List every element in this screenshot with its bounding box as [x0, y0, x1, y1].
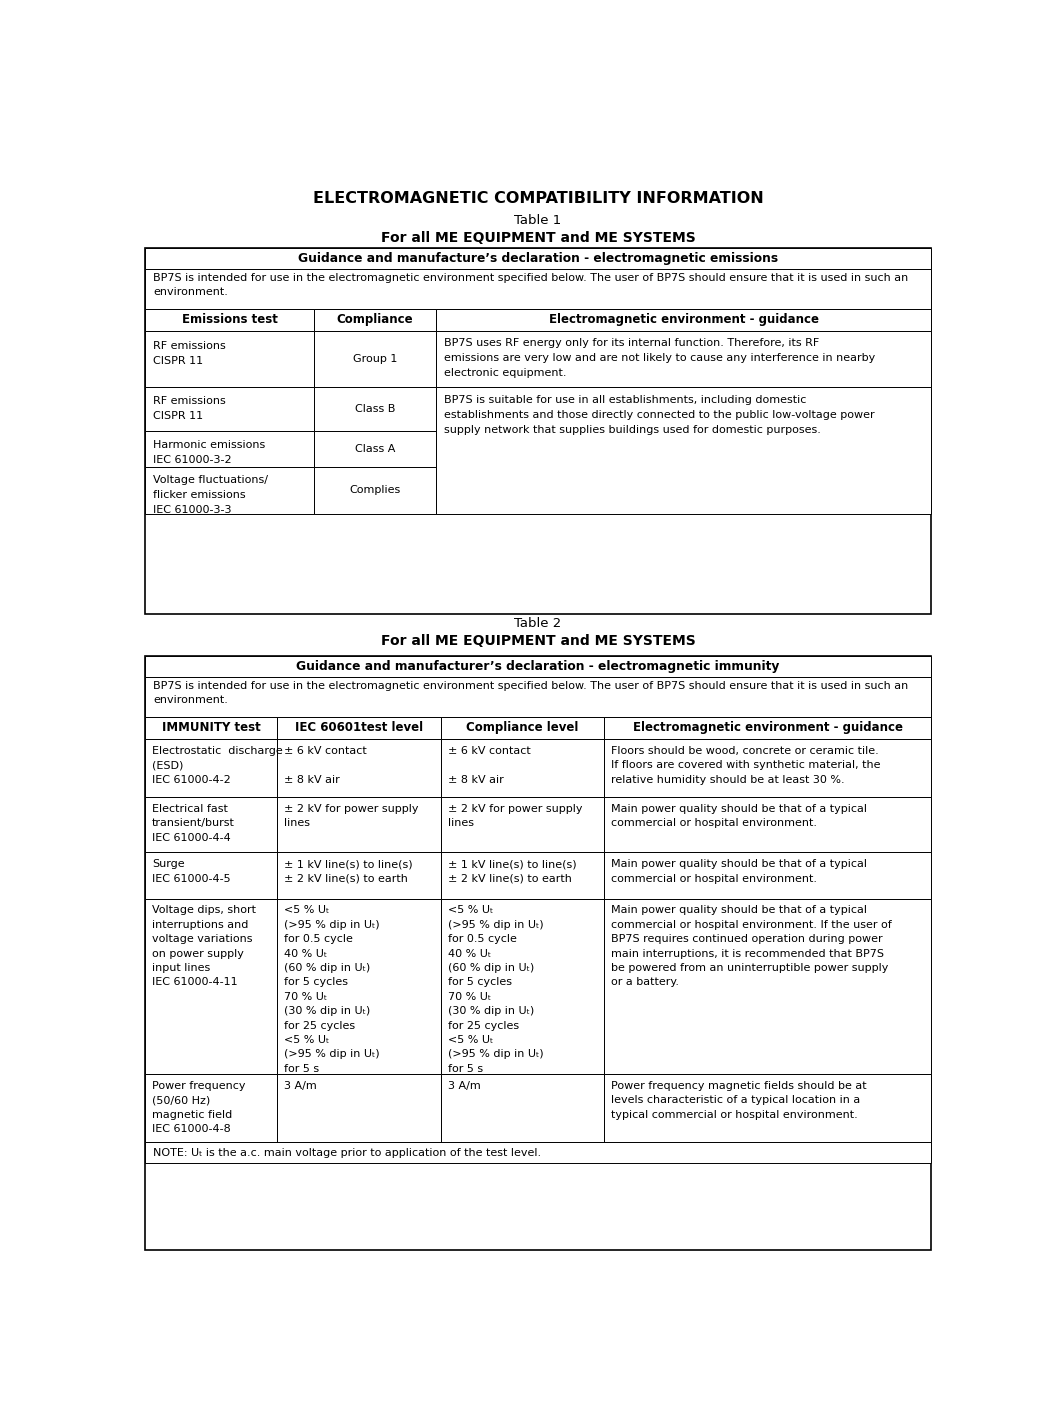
Bar [145, 739, 277, 797]
Bar [277, 1074, 441, 1142]
Bar [277, 739, 441, 797]
Text: Guidance and manufacture’s declaration - electromagnetic emissions: Guidance and manufacture’s declaration -… [298, 252, 778, 265]
Bar [145, 656, 931, 676]
Text: Power frequency
(50/60 Hz)
magnetic field
IEC 61000-4-8: Power frequency (50/60 Hz) magnetic fiel… [152, 1081, 246, 1135]
Bar [277, 899, 441, 1074]
Text: Voltage dips, short
interruptions and
voltage variations
on power supply
input l: Voltage dips, short interruptions and vo… [152, 906, 256, 987]
Text: Class B: Class B [355, 404, 395, 414]
Bar [145, 1074, 277, 1142]
Bar [314, 330, 436, 387]
Bar [441, 739, 604, 797]
Text: Power frequency magnetic fields should be at
levels characteristic of a typical : Power frequency magnetic fields should b… [611, 1081, 866, 1119]
Text: Compliance: Compliance [337, 313, 414, 326]
Text: For all ME EQUIPMENT and ME SYSTEMS: For all ME EQUIPMENT and ME SYSTEMS [381, 635, 695, 648]
Text: Floors should be wood, concrete or ceramic tile.
If floors are covered with synt: Floors should be wood, concrete or ceram… [611, 746, 881, 785]
Bar [604, 739, 931, 797]
Text: Main power quality should be that of a typical
commercial or hospital environmen: Main power quality should be that of a t… [611, 803, 867, 829]
Bar [145, 248, 931, 614]
Bar [314, 431, 436, 467]
Text: ± 6 kV contact

± 8 kV air: ± 6 kV contact ± 8 kV air [447, 746, 530, 785]
Text: ± 1 kV line(s) to line(s)
± 2 kV line(s) to earth: ± 1 kV line(s) to line(s) ± 2 kV line(s)… [447, 859, 576, 884]
Bar [604, 797, 931, 853]
Bar [277, 716, 441, 739]
Text: Surge
IEC 61000-4-5: Surge IEC 61000-4-5 [152, 859, 231, 884]
Text: Electrical fast
transient/burst
IEC 61000-4-4: Electrical fast transient/burst IEC 6100… [152, 803, 235, 843]
Bar [604, 899, 931, 1074]
Bar [145, 269, 931, 309]
Bar [436, 330, 931, 387]
Bar [145, 309, 314, 330]
Bar [441, 899, 604, 1074]
Text: RF emissions
CISPR 11: RF emissions CISPR 11 [153, 342, 226, 366]
Text: BP7S is intended for use in the electromagnetic environment specified below. The: BP7S is intended for use in the electrom… [153, 273, 908, 298]
Text: Table 1: Table 1 [514, 214, 562, 226]
Text: Electrostatic  discharge
(ESD)
IEC 61000-4-2: Electrostatic discharge (ESD) IEC 61000-… [152, 746, 282, 785]
Text: Voltage fluctuations/
flicker emissions
IEC 61000-3-3: Voltage fluctuations/ flicker emissions … [153, 476, 268, 514]
Text: Guidance and manufacturer’s declaration - electromagnetic immunity: Guidance and manufacturer’s declaration … [296, 659, 780, 674]
Text: ± 2 kV for power supply
lines: ± 2 kV for power supply lines [285, 803, 419, 829]
Text: ± 6 kV contact

± 8 kV air: ± 6 kV contact ± 8 kV air [285, 746, 366, 785]
Text: BP7S uses RF energy only for its internal function. Therefore, its RF
emissions : BP7S uses RF energy only for its interna… [444, 337, 875, 377]
Bar [314, 309, 436, 330]
Text: ± 1 kV line(s) to line(s)
± 2 kV line(s) to earth: ± 1 kV line(s) to line(s) ± 2 kV line(s)… [285, 859, 413, 884]
Bar [145, 716, 277, 739]
Bar [604, 716, 931, 739]
Text: Class A: Class A [355, 444, 395, 454]
Text: BP7S is intended for use in the electromagnetic environment specified below. The: BP7S is intended for use in the electrom… [153, 682, 908, 705]
Text: Table 2: Table 2 [514, 618, 562, 631]
Text: ± 2 kV for power supply
lines: ± 2 kV for power supply lines [447, 803, 582, 829]
Bar [436, 387, 931, 514]
Bar [441, 716, 604, 739]
Text: IMMUNITY test: IMMUNITY test [162, 722, 260, 735]
Bar [277, 797, 441, 853]
Text: Electromagnetic environment - guidance: Electromagnetic environment - guidance [548, 313, 819, 326]
Text: Compliance level: Compliance level [466, 722, 579, 735]
Bar [145, 656, 931, 1250]
Text: Emissions test: Emissions test [182, 313, 277, 326]
Bar [441, 853, 604, 899]
Bar [441, 1074, 604, 1142]
Bar [145, 387, 314, 431]
Text: Harmonic emissions
IEC 61000-3-2: Harmonic emissions IEC 61000-3-2 [153, 440, 266, 466]
Text: ELECTROMAGNETIC COMPATIBILITY INFORMATION: ELECTROMAGNETIC COMPATIBILITY INFORMATIO… [313, 191, 763, 206]
Bar [145, 676, 931, 716]
Bar [604, 1074, 931, 1142]
Text: Main power quality should be that of a typical
commercial or hospital environmen: Main power quality should be that of a t… [611, 859, 867, 884]
Text: <5 % Uₜ
(>95 % dip in Uₜ)
for 0.5 cycle
40 % Uₜ
(60 % dip in Uₜ)
for 5 cycles
70: <5 % Uₜ (>95 % dip in Uₜ) for 0.5 cycle … [447, 906, 543, 1074]
Text: NOTE: Uₜ is the a.c. main voltage prior to application of the test level.: NOTE: Uₜ is the a.c. main voltage prior … [153, 1148, 541, 1158]
Text: IEC 60601test level: IEC 60601test level [295, 722, 423, 735]
Bar [145, 330, 314, 387]
Bar [314, 467, 436, 514]
Bar [145, 899, 277, 1074]
Text: For all ME EQUIPMENT and ME SYSTEMS: For all ME EQUIPMENT and ME SYSTEMS [381, 231, 695, 245]
Bar [436, 309, 931, 330]
Bar [277, 853, 441, 899]
Bar [145, 1142, 931, 1163]
Bar [145, 853, 277, 899]
Text: Main power quality should be that of a typical
commercial or hospital environmen: Main power quality should be that of a t… [611, 906, 891, 987]
Bar [145, 467, 314, 514]
Bar [441, 797, 604, 853]
Text: Group 1: Group 1 [353, 355, 397, 365]
Bar [145, 248, 931, 269]
Text: BP7S is suitable for use in all establishments, including domestic
establishment: BP7S is suitable for use in all establis… [444, 394, 875, 434]
Bar [314, 387, 436, 431]
Text: Electromagnetic environment - guidance: Electromagnetic environment - guidance [632, 722, 903, 735]
Text: Complies: Complies [350, 486, 401, 496]
Bar [145, 797, 277, 853]
Text: 3 A/m: 3 A/m [447, 1081, 481, 1091]
Text: 3 A/m: 3 A/m [285, 1081, 317, 1091]
Text: RF emissions
CISPR 11: RF emissions CISPR 11 [153, 396, 226, 422]
Bar [604, 853, 931, 899]
Bar [145, 431, 314, 467]
Text: <5 % Uₜ
(>95 % dip in Uₜ)
for 0.5 cycle
40 % Uₜ
(60 % dip in Uₜ)
for 5 cycles
70: <5 % Uₜ (>95 % dip in Uₜ) for 0.5 cycle … [285, 906, 380, 1074]
